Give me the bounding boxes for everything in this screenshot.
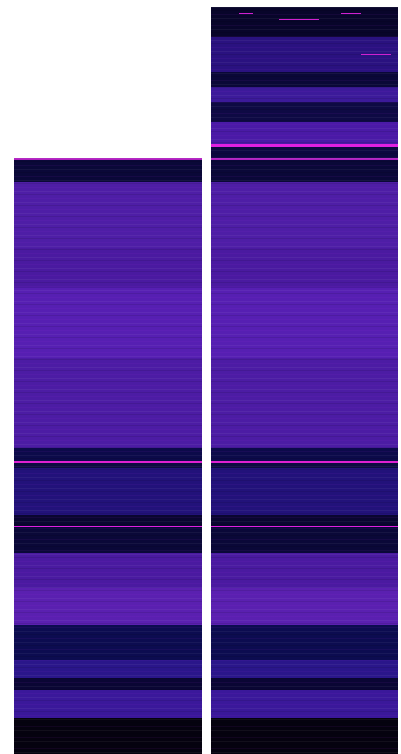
panel-texture	[211, 7, 398, 158]
panel-texture	[14, 158, 202, 754]
left-panel	[14, 158, 202, 754]
stripe	[279, 19, 319, 20]
screenshot	[0, 0, 401, 754]
stripe	[341, 13, 361, 14]
right-panel	[211, 158, 398, 754]
stripe	[239, 13, 253, 14]
panel-texture	[211, 158, 398, 754]
right-panel-top	[211, 7, 398, 158]
stripe	[361, 54, 391, 55]
